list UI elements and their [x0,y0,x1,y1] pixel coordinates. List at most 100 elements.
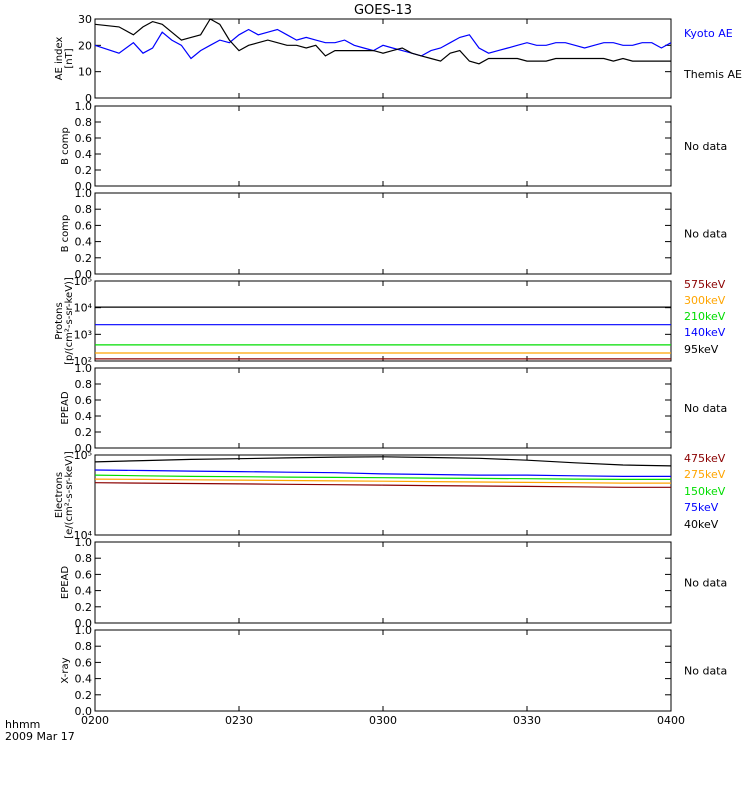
legend-140kev: 140keV [684,326,726,339]
y-tick-label: 0.8 [75,378,93,391]
legend-40kev: 40keV [684,518,719,531]
y-axis-label-line: B comp [60,127,71,165]
series-line-themis-ae [94,18,671,65]
panel-epead1: 0.0 0.2 0.4 0.6 0.8 1.0 EPEAD No data [60,362,727,455]
y-tick-label: 0.2 [75,601,93,614]
y-axis-label: X-ray [60,657,71,683]
legend-kyoto-ae: Kyoto AE [684,27,733,40]
y-axis-label-line: EPEAD [60,566,71,600]
y-tick-label: 0.6 [75,132,93,145]
x-axis-label: hhmm [5,718,40,731]
y-tick-label: 0.2 [75,689,93,702]
y-axis-label: B comp [60,215,71,253]
panel-frame [94,105,672,187]
y-tick-label: 0.6 [75,394,93,407]
y-tick-label: 0.6 [75,568,93,581]
y-tick-label: 0.8 [75,552,93,565]
y-tick-label: 1.0 [75,100,93,113]
y-tick-label: 0.0 [75,617,93,630]
y-axis-label-line: B comp [60,215,71,253]
y-tick-label: 0.4 [75,236,93,249]
no-data-label: No data [684,140,727,153]
y-tick-label: 0.2 [75,164,93,177]
y-tick-label: 0.4 [75,585,93,598]
legend-95kev: 95keV [684,343,719,356]
y-tick-label: 20 [78,39,92,52]
y-axis-label: B comp [60,127,71,165]
y-axis-label-line: Protons [54,302,65,339]
y-axis-label-line: Electrons [54,472,65,518]
panel-epead2: 0.0 0.2 0.4 0.6 0.8 1.0 EPEAD No data [60,536,727,630]
y-tick-label: 10⁵ [74,275,92,288]
legend-210kev: 210keV [684,310,726,323]
y-tick-label: 1.0 [75,536,93,549]
y-tick-label: 0.0 [75,268,93,281]
y-tick-label: 0.4 [75,148,93,161]
x-tick-label: 0230 [225,714,253,727]
y-axis-label: Protons[p/(cm²-s-sr-keV)] [54,277,75,365]
panel-frame [94,629,672,712]
y-tick-label: 0.2 [75,426,93,439]
panel-frame [94,454,672,536]
y-axis-label: EPEAD [60,391,71,425]
y-tick-label: 10 [78,66,92,79]
series-line-150kev [94,474,671,480]
x-tick-label: 0400 [657,714,685,727]
y-tick-label: 0.2 [75,252,93,265]
panel-frame [94,541,672,624]
y-tick-label: 0.8 [75,640,93,653]
legend-575kev: 575keV [684,278,726,291]
y-tick-label: 10⁴ [74,529,93,542]
series-line-75kev [94,469,671,477]
no-data-label: No data [684,665,727,678]
panel-frame [94,367,672,449]
y-tick-label: 0.6 [75,219,93,232]
no-data-label: No data [684,228,727,241]
y-tick-label: 0.0 [75,442,93,455]
y-tick-label: 0.0 [75,180,93,193]
panel-frame [94,280,672,362]
y-axis-label-line: [nT] [64,48,75,68]
series-line-kyoto-ae [94,28,672,60]
y-tick-label: 0.4 [75,673,93,686]
y-tick-label: 0 [85,92,92,105]
y-axis-label: AE index[nT] [54,37,75,81]
x-axis: 0200 0230 0300 0330 0400 [81,714,685,727]
date-label: 2009 Mar 17 [5,730,75,743]
panel-frame [94,192,672,275]
y-axis-label-line: [e/(cm²-s-sr-keV)] [64,451,75,539]
no-data-label: No data [684,577,727,590]
y-axis-label-line: X-ray [60,657,71,683]
series-line-40kev [94,456,672,467]
y-axis-label: EPEAD [60,566,71,600]
figure-title: GOES-13 [354,3,412,18]
legend-475kev: 475keV [684,452,726,465]
y-tick-label: 0.8 [75,116,93,129]
y-axis-label-line: [p/(cm²-s-sr-keV)] [64,277,75,365]
no-data-label: No data [684,402,727,415]
y-axis-label-line: EPEAD [60,391,71,425]
y-axis-label-line: AE index [54,37,65,81]
y-tick-label: 0.6 [75,656,93,669]
legend-275kev: 275keV [684,468,726,481]
x-tick-label: 0200 [81,714,109,727]
x-tick-label: 0300 [369,714,397,727]
y-axis-label: Electrons[e/(cm²-s-sr-keV)] [54,451,75,539]
y-tick-label: 10³ [74,328,92,341]
legend-themis-ae: Themis AE [683,68,742,81]
series-line-475kev [94,482,671,488]
x-tick-label: 0330 [513,714,541,727]
y-tick-label: 0.0 [75,705,93,718]
y-tick-label: 1.0 [75,624,93,637]
y-tick-label: 1.0 [75,187,93,200]
y-tick-label: 0.8 [75,203,93,216]
y-tick-label: 10² [74,355,92,368]
legend-150kev: 150keV [684,485,726,498]
y-tick-label: 30 [78,13,92,26]
legend-75kev: 75keV [684,501,719,514]
